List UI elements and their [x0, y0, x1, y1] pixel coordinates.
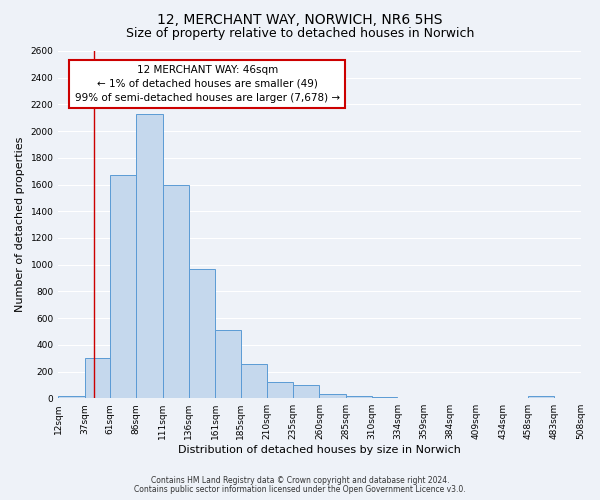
Text: 12 MERCHANT WAY: 46sqm
← 1% of detached houses are smaller (49)
99% of semi-deta: 12 MERCHANT WAY: 46sqm ← 1% of detached … — [74, 65, 340, 103]
Bar — [58, 396, 85, 398]
Bar — [528, 396, 554, 398]
Text: Size of property relative to detached houses in Norwich: Size of property relative to detached ho… — [126, 28, 474, 40]
Text: 12, MERCHANT WAY, NORWICH, NR6 5HS: 12, MERCHANT WAY, NORWICH, NR6 5HS — [157, 12, 443, 26]
Bar — [163, 184, 189, 398]
Bar — [241, 364, 267, 398]
Bar — [136, 114, 163, 398]
Bar — [372, 397, 397, 398]
Text: Contains HM Land Registry data © Crown copyright and database right 2024.: Contains HM Land Registry data © Crown c… — [151, 476, 449, 485]
Text: Contains public sector information licensed under the Open Government Licence v3: Contains public sector information licen… — [134, 485, 466, 494]
Bar — [346, 396, 372, 398]
X-axis label: Distribution of detached houses by size in Norwich: Distribution of detached houses by size … — [178, 445, 461, 455]
Bar — [293, 385, 319, 398]
Bar — [110, 175, 136, 398]
Bar — [267, 382, 293, 398]
Bar — [215, 330, 241, 398]
Bar — [319, 394, 346, 398]
Y-axis label: Number of detached properties: Number of detached properties — [15, 137, 25, 312]
Bar — [189, 268, 215, 398]
Bar — [85, 358, 110, 398]
